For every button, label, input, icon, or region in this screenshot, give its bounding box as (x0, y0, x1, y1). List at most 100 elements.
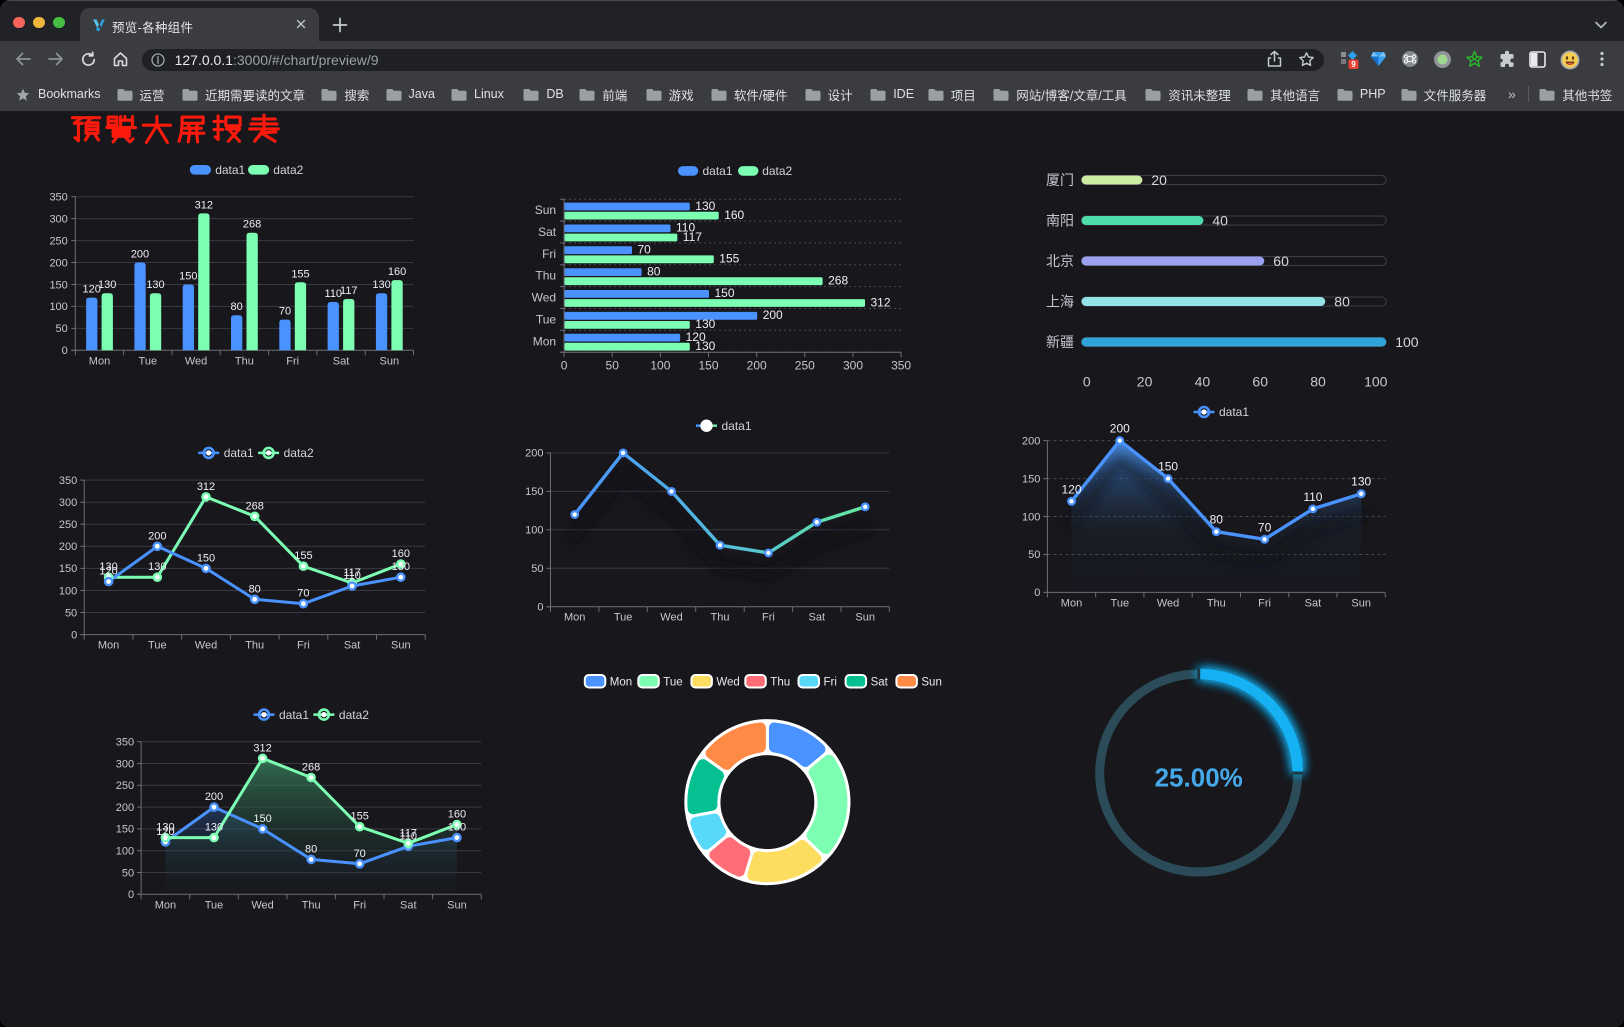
svg-text:70: 70 (638, 243, 652, 257)
svg-text:Sun: Sun (535, 203, 556, 217)
svg-text:40: 40 (1195, 374, 1211, 390)
svg-text:0: 0 (128, 889, 134, 901)
svg-text:200: 200 (747, 359, 767, 373)
svg-text:155: 155 (294, 550, 312, 562)
svg-text:80: 80 (230, 301, 242, 313)
svg-text:Tue: Tue (139, 356, 158, 368)
svg-text:0: 0 (1034, 587, 1040, 599)
svg-text:250: 250 (49, 235, 67, 247)
svg-text:60: 60 (1252, 374, 1268, 390)
svg-text:0: 0 (1083, 374, 1091, 390)
svg-text:Mon: Mon (1061, 598, 1082, 610)
svg-text:70: 70 (1258, 520, 1272, 534)
svg-text:60: 60 (1273, 253, 1289, 269)
svg-text:Fri: Fri (1258, 598, 1271, 610)
svg-text:Sun: Sun (380, 356, 400, 368)
svg-text:150: 150 (59, 563, 77, 575)
svg-text:117: 117 (683, 230, 702, 244)
svg-text:110: 110 (676, 221, 695, 235)
svg-text:70: 70 (279, 306, 291, 318)
svg-text:130: 130 (695, 317, 715, 331)
svg-text:100: 100 (525, 525, 543, 537)
svg-text:50: 50 (122, 867, 134, 879)
svg-text:150: 150 (525, 486, 543, 498)
svg-text:312: 312 (871, 295, 891, 309)
svg-text:300: 300 (116, 758, 134, 770)
svg-text:100: 100 (49, 301, 67, 313)
svg-text:Wed: Wed (185, 356, 207, 368)
svg-text:110: 110 (325, 288, 343, 300)
svg-text:160: 160 (448, 809, 466, 821)
svg-text:50: 50 (56, 323, 68, 335)
svg-text:Fri: Fri (542, 247, 556, 261)
svg-text:150: 150 (179, 271, 197, 283)
svg-text:Wed: Wed (660, 612, 682, 624)
svg-text:data1: data1 (703, 164, 733, 178)
svg-text:300: 300 (843, 359, 863, 373)
svg-text:120: 120 (83, 284, 101, 296)
svg-text:50: 50 (606, 359, 620, 373)
svg-text:Tue: Tue (205, 900, 224, 912)
svg-text:268: 268 (302, 762, 320, 774)
svg-text:北京: 北京 (1046, 253, 1074, 269)
svg-text:100: 100 (59, 585, 77, 597)
svg-text:Sat: Sat (1305, 598, 1322, 610)
svg-text:data2: data2 (339, 708, 369, 722)
svg-text:40: 40 (1212, 213, 1228, 229)
svg-text:50: 50 (65, 607, 77, 619)
svg-text:Tue: Tue (614, 612, 633, 624)
svg-text:data1: data1 (224, 446, 254, 460)
svg-text:110: 110 (343, 570, 361, 582)
svg-text:Sun: Sun (855, 612, 875, 624)
svg-text:110: 110 (400, 830, 418, 842)
svg-text:80: 80 (1210, 513, 1224, 527)
svg-text:117: 117 (400, 827, 418, 839)
svg-text:Sun: Sun (921, 677, 941, 689)
svg-text:350: 350 (891, 359, 911, 373)
svg-text:Sat: Sat (538, 225, 557, 239)
svg-text:200: 200 (59, 541, 77, 553)
svg-text:Mon: Mon (564, 612, 585, 624)
svg-text:80: 80 (1310, 374, 1326, 390)
svg-text:312: 312 (197, 481, 215, 493)
svg-text:Sun: Sun (391, 640, 411, 652)
svg-text:300: 300 (49, 213, 67, 225)
svg-text:Sat: Sat (400, 900, 417, 912)
svg-text:80: 80 (1334, 294, 1350, 310)
svg-text:Sun: Sun (1351, 598, 1371, 610)
svg-text:Sat: Sat (871, 677, 889, 689)
svg-text:200: 200 (148, 530, 166, 542)
svg-text:data2: data2 (762, 164, 792, 178)
svg-text:200: 200 (131, 249, 149, 261)
svg-text:250: 250 (116, 780, 134, 792)
svg-text:Thu: Thu (711, 612, 730, 624)
svg-text:80: 80 (305, 843, 317, 855)
svg-text:data1: data1 (722, 419, 752, 433)
svg-text:100: 100 (1022, 511, 1040, 523)
svg-text:110: 110 (1303, 490, 1322, 504)
svg-text:130: 130 (695, 199, 715, 213)
svg-text:350: 350 (49, 192, 67, 204)
svg-text:200: 200 (205, 791, 223, 803)
svg-text:新疆: 新疆 (1046, 334, 1074, 350)
svg-text:厦门: 厦门 (1046, 172, 1074, 188)
svg-text:160: 160 (392, 548, 410, 560)
svg-text:data1: data1 (1219, 405, 1249, 419)
svg-text:0: 0 (62, 345, 68, 357)
svg-text:25.00%: 25.00% (1155, 763, 1243, 793)
svg-text:300: 300 (59, 497, 77, 509)
svg-text:120: 120 (99, 566, 117, 578)
svg-text:50: 50 (531, 563, 543, 575)
svg-text:312: 312 (253, 742, 271, 754)
svg-text:Wed: Wed (1157, 598, 1179, 610)
svg-text:200: 200 (1110, 422, 1130, 436)
svg-text:70: 70 (297, 588, 309, 600)
svg-text:117: 117 (340, 285, 358, 297)
svg-text:Wed: Wed (532, 291, 556, 305)
svg-text:268: 268 (246, 500, 264, 512)
svg-text:100: 100 (1395, 334, 1419, 350)
svg-text:0: 0 (561, 359, 568, 373)
svg-text:155: 155 (351, 811, 369, 823)
svg-text:Tue: Tue (536, 312, 557, 326)
svg-text:200: 200 (525, 448, 543, 460)
